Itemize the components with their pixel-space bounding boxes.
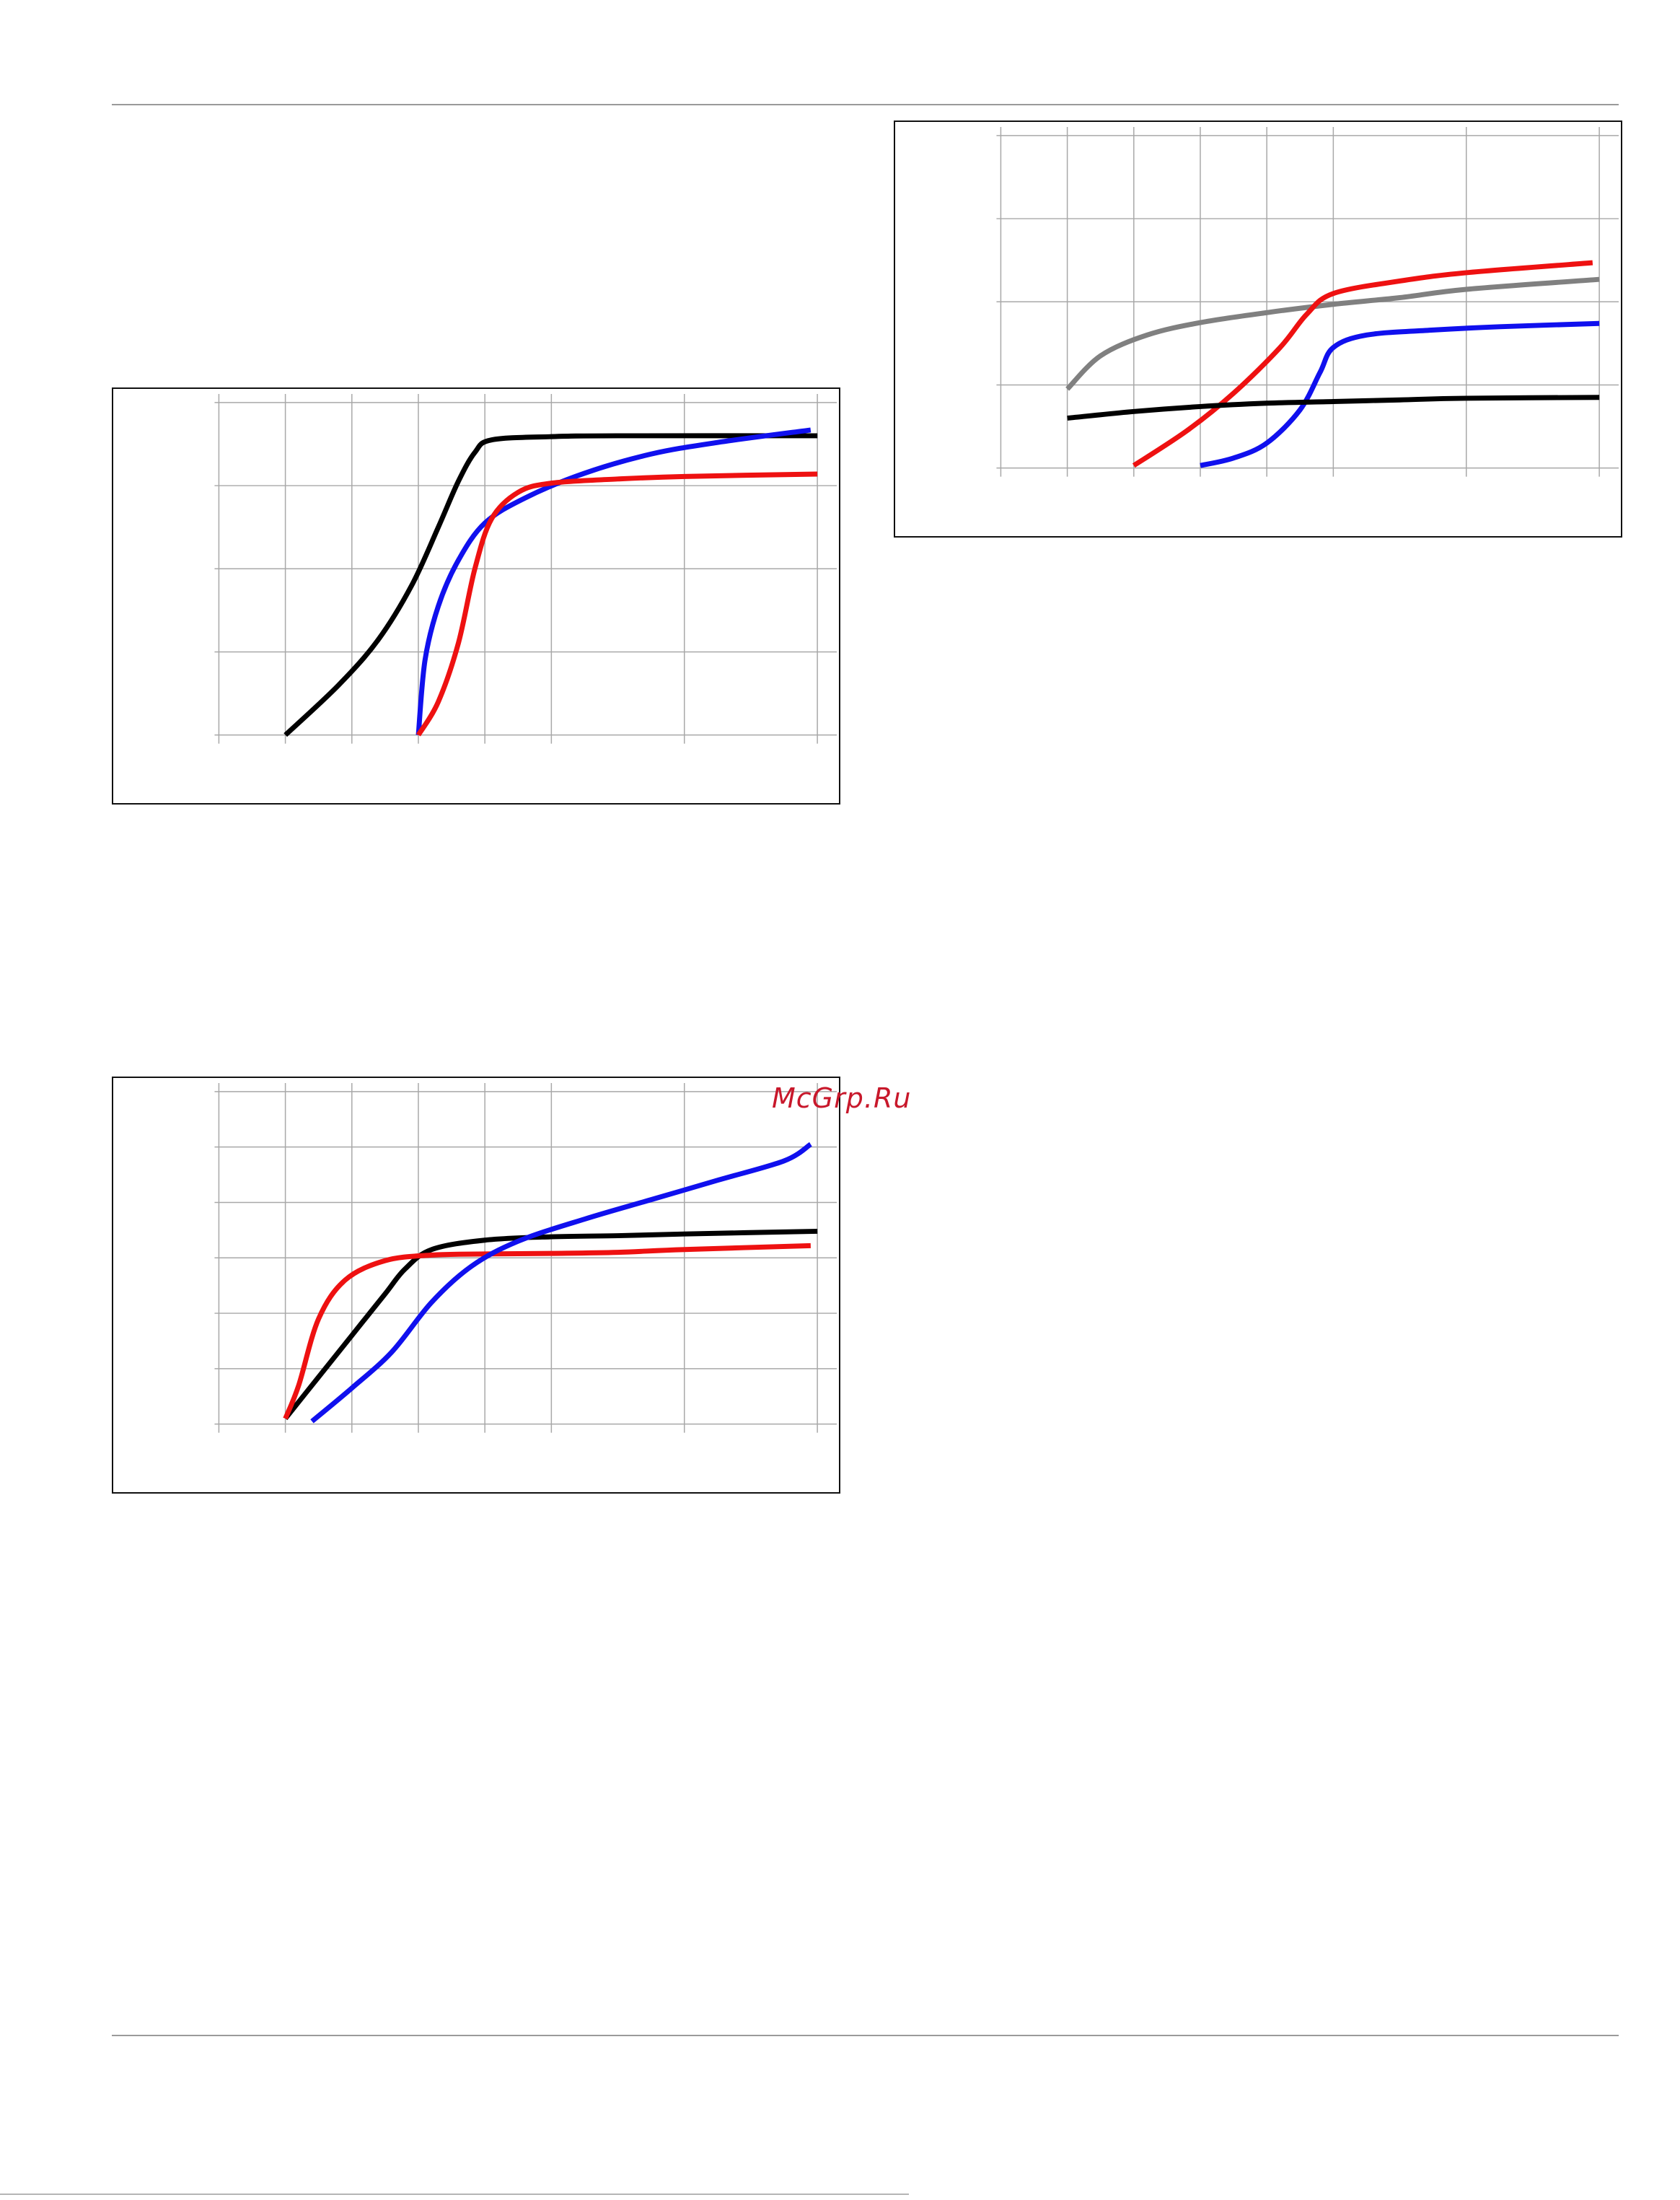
page-edge-rule — [0, 2194, 909, 2195]
chart-frame-2 — [112, 1077, 840, 1494]
series-line-red — [416, 471, 818, 737]
series-line-red — [283, 1243, 811, 1420]
series-line-black — [283, 433, 818, 737]
series-line-gray — [1065, 276, 1600, 391]
chart-1 — [214, 393, 837, 744]
series-line-blue — [1200, 320, 1600, 468]
series-line-red — [1132, 260, 1593, 468]
chart-2 — [214, 1082, 837, 1433]
header-rule — [112, 104, 1619, 105]
chart-frame-1 — [112, 387, 840, 805]
series-line-black — [1067, 395, 1600, 421]
series-line-blue — [310, 1141, 812, 1424]
footer-rule — [112, 2035, 1619, 2036]
chart-3 — [996, 126, 1619, 477]
watermark-text: McGrp.Ru — [772, 1082, 912, 1114]
chart-frame-3 — [894, 120, 1622, 538]
series-line-blue — [415, 427, 812, 735]
series-line-black — [283, 1228, 818, 1421]
